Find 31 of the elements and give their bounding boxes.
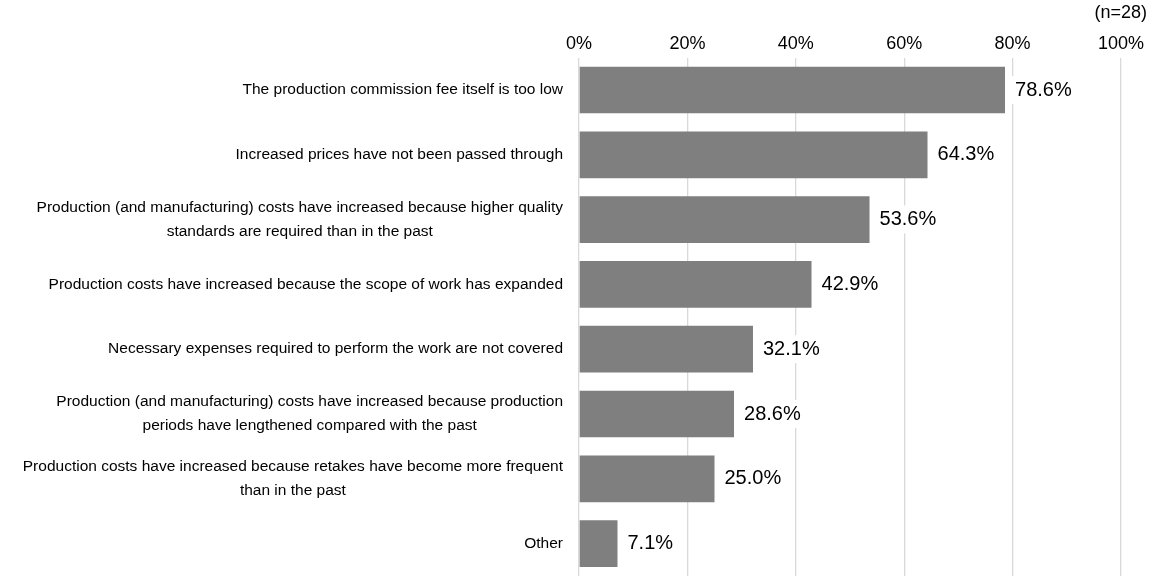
data-label: 78.6% [1015, 77, 1072, 100]
y-tick-label: Increased prices have not been passed through [235, 145, 563, 163]
x-tick-label: 80% [994, 32, 1031, 53]
bar [579, 325, 753, 373]
x-tick-label: 0% [565, 32, 593, 53]
y-tick-label: Production (and manufacturing) costs have increased because production periods have lengthened compared with the past [56, 392, 563, 434]
y-tick-label: The production commission fee itself is too low [242, 80, 564, 98]
bar [579, 66, 1006, 114]
x-tick-label: 60% [886, 32, 923, 53]
y-tick-label: Production costs have increased because the scope of work has expanded [48, 274, 563, 292]
bar [579, 196, 870, 243]
bar [579, 520, 618, 567]
bar [579, 131, 928, 179]
data-label: 28.6% [744, 401, 801, 424]
y-tick-label: Other [524, 533, 563, 551]
y-tick-label: Production (and manufacturing) costs have increased because higher quality standards are required than in the past [36, 197, 564, 239]
y-tick-label: Production costs have increased because retakes have become more frequent than in the past [22, 457, 564, 499]
bar [579, 390, 735, 438]
data-label: 32.1% [762, 336, 820, 359]
x-tick-label: 20% [669, 32, 706, 53]
data-label: 64.3% [937, 142, 995, 165]
text: (n=28) [1094, 1, 1147, 22]
bar [579, 261, 812, 308]
x-tick-label: 40% [777, 32, 814, 53]
data-label: 53.6% [879, 207, 937, 230]
x-tick-label: 100% [1097, 32, 1145, 53]
y-tick-label: Necessary expenses required to perform the work are not covered [108, 339, 563, 357]
bar [579, 455, 715, 503]
data-label: 7.1% [627, 531, 674, 554]
data-label: 25.0% [724, 466, 782, 489]
data-label: 42.9% [821, 271, 879, 294]
